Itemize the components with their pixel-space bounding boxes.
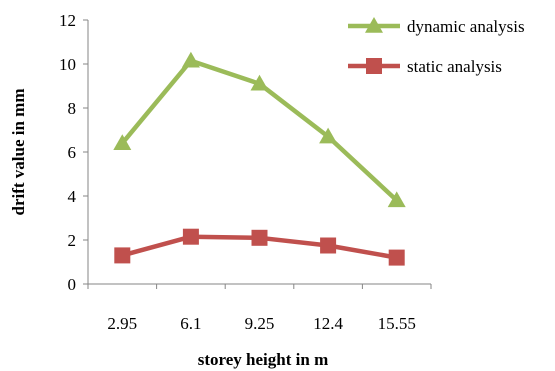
legend-marker (365, 17, 383, 33)
x-axis-title: storey height in m (198, 350, 329, 369)
y-axis-title: drift value in mm (9, 88, 28, 215)
x-tick-label: 6.1 (180, 314, 201, 333)
x-tick-label: 2.95 (107, 314, 137, 333)
data-point (387, 191, 406, 208)
data-point (113, 134, 132, 150)
legend: dynamic analysis static analysis (348, 17, 525, 76)
data-point (319, 127, 338, 144)
series-2 (114, 228, 405, 266)
axes (83, 19, 432, 289)
y-tick-label: 8 (68, 99, 77, 118)
y-tick-label: 6 (68, 143, 77, 162)
legend-marker (366, 58, 382, 74)
legend-item: dynamic analysis (348, 17, 525, 36)
tick-labels: 0 2 4 6 8 10 12 2.95 6.1 9.25 12.4 15.55 (59, 11, 416, 333)
y-tick-label: 10 (59, 55, 76, 74)
series-1 (113, 51, 406, 208)
legend-label: static analysis (407, 57, 502, 76)
y-tick-label: 12 (59, 11, 76, 30)
legend-label: dynamic analysis (407, 17, 525, 36)
series-group (113, 51, 406, 266)
data-point (250, 74, 269, 91)
data-point (114, 247, 131, 264)
x-tick-label: 15.55 (378, 314, 416, 333)
y-tick-label: 2 (68, 231, 77, 250)
data-point (320, 237, 337, 254)
x-tick-label: 12.4 (313, 314, 343, 333)
y-tick-label: 0 (68, 275, 77, 294)
x-tick-label: 9.25 (245, 314, 275, 333)
legend-item: static analysis (348, 57, 502, 76)
data-point (182, 228, 199, 245)
data-point (181, 51, 200, 68)
data-point (251, 229, 268, 246)
y-tick-label: 4 (68, 187, 77, 206)
data-point (388, 249, 405, 266)
